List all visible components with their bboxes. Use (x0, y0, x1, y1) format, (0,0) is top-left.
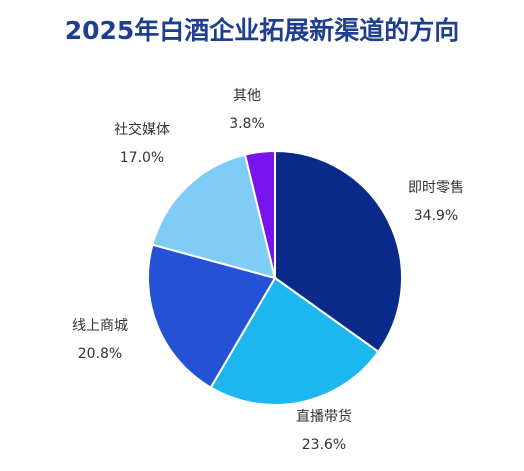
slice-percent-1: 34.9% (414, 208, 458, 224)
pie-slice-5 (243, 149, 276, 279)
slice-label-5: 其他 (233, 88, 261, 104)
pie-slice-1 (274, 149, 403, 354)
slice-label-4: 社交媒体 (114, 121, 170, 138)
slice-percent-4: 17.0% (120, 150, 164, 166)
pie-slices (147, 149, 403, 406)
slice-percent-3: 20.8% (78, 346, 122, 362)
slice-percent-5: 3.8% (229, 116, 265, 132)
slice-label-3: 线上商城 (72, 318, 128, 334)
pie-slice-3 (147, 243, 277, 389)
chart-title: 2025年白酒企业拓展新渠道的方向 (65, 16, 460, 45)
slice-label-1: 即时零售 (408, 180, 464, 196)
pie-slice-4 (151, 153, 277, 280)
slice-percent-2: 23.6% (302, 437, 346, 453)
pie-labels: 即时零售 34.9% 直播带货 23.6% 线上商城 20.8% 社交媒体 17.0% 其他 3.… (72, 88, 464, 453)
slice-label-2: 直播带货 (296, 408, 352, 425)
pie-slice-2 (209, 276, 380, 406)
